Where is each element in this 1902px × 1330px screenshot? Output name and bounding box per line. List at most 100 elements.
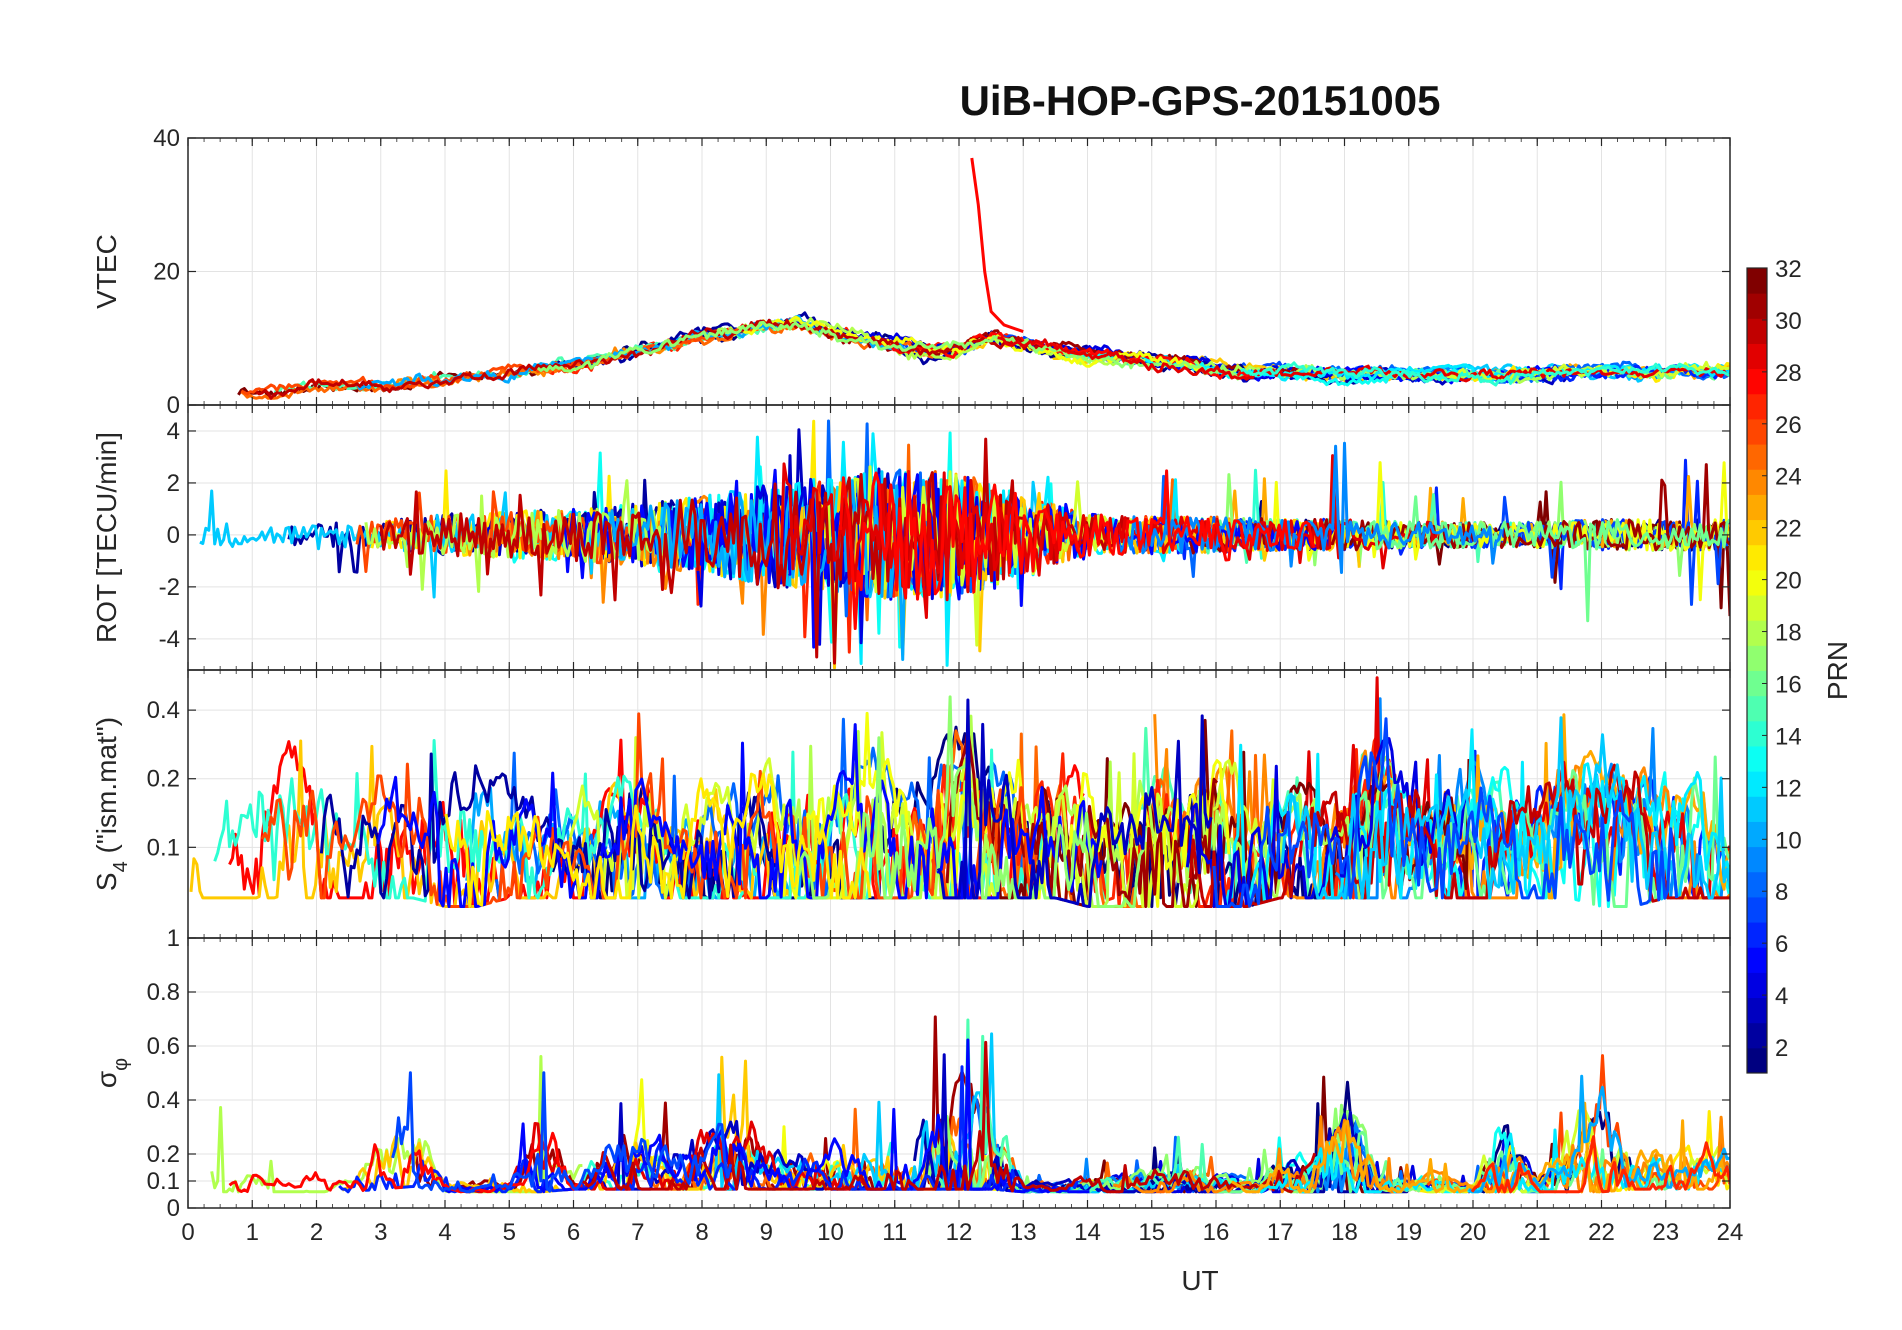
x-tick-label: 21 <box>1524 1219 1551 1246</box>
x-tick-label: 20 <box>1460 1219 1487 1246</box>
y-tick-label: 0.8 <box>147 979 180 1006</box>
y-tick-label: 0 <box>167 392 180 419</box>
series-line-prn-17 <box>536 320 1244 381</box>
x-tick-label: 14 <box>1074 1219 1101 1246</box>
colorbar-swatch <box>1747 343 1767 370</box>
colorbar-swatch <box>1747 418 1767 445</box>
colorbar-swatch <box>1747 871 1767 898</box>
colorbar-swatch <box>1747 469 1767 495</box>
y-label-sub: 4 <box>110 861 132 872</box>
y-tick-label: 1 <box>167 925 180 952</box>
x-tick-label: 10 <box>817 1219 844 1246</box>
colorbar-swatch <box>1747 519 1767 546</box>
colorbar-swatch <box>1747 922 1767 948</box>
y-tick-label: 20 <box>153 259 180 286</box>
x-tick-label: 11 <box>882 1219 907 1246</box>
x-tick-label: 6 <box>567 1219 580 1246</box>
colorbar-swatch <box>1747 947 1767 973</box>
y-tick-label: 40 <box>153 125 180 152</box>
colorbar-tick-label: 4 <box>1775 983 1788 1010</box>
colorbar-swatch <box>1747 318 1767 344</box>
x-tick-label: 15 <box>1138 1219 1165 1246</box>
y-axis-label: ROT [TECU/min] <box>91 432 122 643</box>
series-line-prn-7 <box>1212 717 1679 908</box>
series-line-prn-3 <box>936 698 1213 908</box>
series-group <box>237 157 1730 400</box>
colorbar-swatch <box>1747 620 1767 646</box>
colorbar-swatch <box>1747 896 1767 923</box>
x-tick-label: 22 <box>1588 1219 1615 1246</box>
colorbar-swatch <box>1747 972 1767 999</box>
y-tick-label: 0.6 <box>147 1033 180 1060</box>
colorbar-tick-label: 26 <box>1775 412 1802 439</box>
x-tick-label: 23 <box>1652 1219 1679 1246</box>
x-tick-label: 8 <box>695 1219 708 1246</box>
x-tick-label: 3 <box>374 1219 387 1246</box>
x-tick-label: 17 <box>1267 1219 1294 1246</box>
colorbar-swatch <box>1747 268 1767 294</box>
y-tick-label: 0.2 <box>147 766 180 793</box>
series-line-prn-23 <box>1231 1101 1730 1194</box>
colorbar-swatch <box>1747 1022 1767 1049</box>
series-line-prn-5 <box>441 1038 1090 1194</box>
colorbar-tick-label: 10 <box>1775 827 1802 854</box>
colorbar-swatch <box>1747 393 1767 420</box>
chart-title: UiB-HOP-GPS-20151005 <box>960 77 1441 124</box>
y-axis-label: σφ <box>91 1058 132 1088</box>
colorbar-tick-label: 16 <box>1775 671 1802 698</box>
colorbar-tick-label: 28 <box>1775 360 1802 387</box>
x-tick-label: 18 <box>1331 1219 1358 1246</box>
y-tick-label: 0.1 <box>147 834 180 861</box>
y-tick-label: 2 <box>167 470 180 497</box>
series-line-prn-23 <box>1375 713 1730 900</box>
y-tick-label: 0.4 <box>147 1087 180 1114</box>
x-tick-label: 0 <box>181 1219 194 1246</box>
series-line-prn-9 <box>1117 441 1504 574</box>
series-line-prn-28 <box>838 469 1317 630</box>
x-tick-label: 24 <box>1717 1219 1744 1246</box>
series-line-prn-7 <box>391 1071 733 1194</box>
panel-2: -4 -2 0 2 4 ROT [TECU/min] <box>91 404 1731 671</box>
series-group <box>189 676 1730 908</box>
series-line-prn-18 <box>785 714 1400 908</box>
series-line-prn-21 <box>444 772 872 908</box>
colorbar-tick-label: 22 <box>1775 516 1802 543</box>
y-label-sub: φ <box>110 1058 132 1071</box>
series-line-spike <box>970 157 1024 334</box>
y-tick-label: 0.2 <box>147 1141 180 1168</box>
colorbar-swatch <box>1747 595 1767 621</box>
x-tick-label: 7 <box>631 1219 644 1246</box>
colorbar-tick-label: 30 <box>1775 308 1802 335</box>
series-line-prn-10 <box>1468 1074 1730 1194</box>
y-label-main: S <box>91 872 122 891</box>
colorbar-frame <box>1746 267 1768 1074</box>
x-tick-label: 19 <box>1395 1219 1422 1246</box>
y-axis-label: S4 ("ism.mat") <box>91 717 132 891</box>
colorbar-swatch <box>1747 670 1767 697</box>
x-tick-label: 12 <box>946 1219 973 1246</box>
colorbar-swatch <box>1747 645 1767 671</box>
x-tick-label: 9 <box>760 1219 773 1246</box>
colorbar-swatch <box>1747 720 1767 747</box>
colorbar-tick-label: 18 <box>1775 620 1802 647</box>
y-tick-label: -2 <box>159 574 180 601</box>
x-tick-label: 2 <box>310 1219 323 1246</box>
colorbar-swatch <box>1747 569 1767 596</box>
colorbar-label: PRN <box>1822 641 1853 700</box>
colorbar-tick-label: 20 <box>1775 568 1802 595</box>
series-line-prn-30 <box>1188 763 1730 908</box>
colorbar-tick-label: 6 <box>1775 931 1788 958</box>
colorbar-swatch <box>1747 846 1767 873</box>
colorbar-swatch <box>1747 771 1767 797</box>
colorbar-tick-label: 24 <box>1775 464 1802 491</box>
colorbar-swatch <box>1747 821 1767 848</box>
series-line-prn-14 <box>1240 361 1730 387</box>
colorbar-swatch <box>1747 796 1767 822</box>
colorbar-swatch <box>1747 544 1767 571</box>
series-group <box>199 419 1730 670</box>
y-tick-label: 0.4 <box>147 697 180 724</box>
series-line-prn-10 <box>607 479 908 661</box>
